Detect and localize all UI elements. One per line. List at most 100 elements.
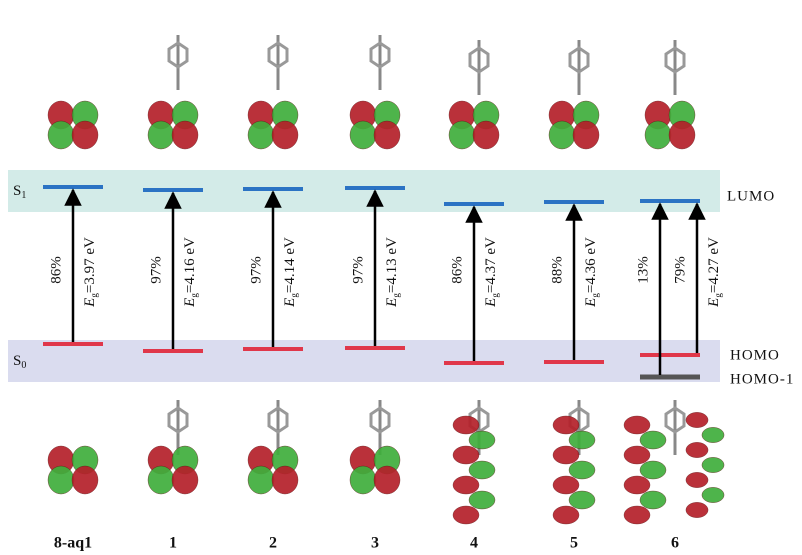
contribution-label: 97% — [148, 256, 164, 284]
lobe — [469, 491, 495, 509]
page: S1 S0 LUMO HOMO HOMO-1 86%Eg=3.97 eV8-aq… — [0, 0, 802, 555]
lobe — [569, 491, 595, 509]
s1-index: 1 — [21, 190, 26, 201]
lobe — [624, 476, 650, 494]
orbital-image — [549, 101, 599, 149]
contribution-label: 97% — [248, 256, 264, 284]
lobe — [569, 461, 595, 479]
lobe — [702, 487, 724, 502]
molecule-label: 1 — [169, 535, 177, 552]
gap-label: Eg=3.97 eV — [82, 237, 99, 308]
lobe — [172, 466, 198, 494]
lobe — [350, 466, 376, 494]
lobe — [172, 121, 198, 149]
lobe — [553, 506, 579, 524]
gap-value: =4.14 eV — [282, 237, 298, 293]
lobe — [350, 121, 376, 149]
lobe — [702, 457, 724, 472]
lobe — [624, 446, 650, 464]
lobe — [453, 446, 479, 464]
orbital-image — [624, 416, 666, 524]
gap-symbol: E — [82, 298, 98, 308]
s1-symbol: S — [13, 183, 21, 199]
lobe — [272, 121, 298, 149]
lobe — [469, 431, 495, 449]
contribution-label: 13% — [635, 256, 651, 284]
molecule-label: 5 — [570, 535, 578, 552]
lobe — [553, 446, 579, 464]
lobe — [624, 416, 650, 434]
lobe — [640, 461, 666, 479]
gap-value: =4.13 eV — [384, 237, 400, 293]
lobe — [553, 416, 579, 434]
gap-symbol: E — [583, 298, 599, 308]
lobe — [72, 121, 98, 149]
gap-symbol: E — [182, 298, 198, 308]
orbital-image — [148, 101, 198, 149]
lobe — [702, 427, 724, 442]
lobe — [640, 431, 666, 449]
lobe — [473, 121, 499, 149]
gap-value: =3.97 eV — [82, 237, 98, 293]
molecule-label: 4 — [470, 535, 478, 552]
lobe — [449, 121, 475, 149]
orbital-image — [350, 446, 400, 494]
contribution-label: 86% — [48, 256, 64, 284]
orbital-image — [48, 446, 98, 494]
lobe — [374, 466, 400, 494]
orbital-image — [686, 412, 724, 517]
lobe — [453, 416, 479, 434]
gap-symbol: E — [282, 298, 298, 308]
s0-index: 0 — [21, 360, 26, 371]
gap-value: =4.36 eV — [583, 237, 599, 293]
orbital-image — [449, 101, 499, 149]
orbital-image — [553, 416, 595, 524]
lobe — [553, 476, 579, 494]
lobe — [248, 121, 274, 149]
s0-symbol: S — [13, 353, 21, 369]
gap-symbol: E — [483, 298, 499, 308]
lobe — [669, 121, 695, 149]
lobe — [569, 431, 595, 449]
gap-value: =4.37 eV — [483, 237, 499, 293]
gap-label: Eg=4.36 eV — [583, 237, 600, 308]
lobe — [549, 121, 575, 149]
energy-diagram: S1 S0 LUMO HOMO HOMO-1 86%Eg=3.97 eV8-aq… — [0, 0, 802, 555]
gap-value: =4.27 eV — [706, 237, 722, 293]
orbital-image — [350, 101, 400, 149]
lobe — [624, 506, 650, 524]
contribution-label: 79% — [672, 256, 688, 284]
gap-label: Eg=4.16 eV — [182, 237, 199, 308]
gap-symbol: E — [706, 298, 722, 308]
molecule-label: 6 — [671, 535, 679, 552]
orbital-image — [148, 446, 198, 494]
gap-symbol: E — [384, 298, 400, 308]
molecule-label: 2 — [269, 535, 277, 552]
lobe — [148, 466, 174, 494]
contribution-label: 97% — [350, 256, 366, 284]
orbital-image — [248, 101, 298, 149]
orbital-image — [48, 101, 98, 149]
lobe — [686, 442, 708, 457]
contribution-label: 86% — [449, 256, 465, 284]
gap-label: Eg=4.13 eV — [384, 237, 401, 308]
homo-label: HOMO — [730, 347, 780, 363]
lobe — [72, 466, 98, 494]
lobe — [453, 506, 479, 524]
lobe — [248, 466, 274, 494]
lobe — [453, 476, 479, 494]
orbital-image — [453, 416, 495, 524]
lobe — [686, 412, 708, 427]
lobe — [48, 121, 74, 149]
lobe — [469, 461, 495, 479]
lobe — [686, 472, 708, 487]
gap-label: Eg=4.37 eV — [483, 237, 500, 308]
orbital-image — [248, 446, 298, 494]
contribution-label: 88% — [549, 256, 565, 284]
molecule-label: 8-aq1 — [54, 535, 92, 552]
molecule-label: 3 — [371, 535, 379, 552]
lobe — [374, 121, 400, 149]
homo-1-label: HOMO-1 — [730, 371, 794, 387]
lobe — [686, 502, 708, 517]
lobe — [573, 121, 599, 149]
